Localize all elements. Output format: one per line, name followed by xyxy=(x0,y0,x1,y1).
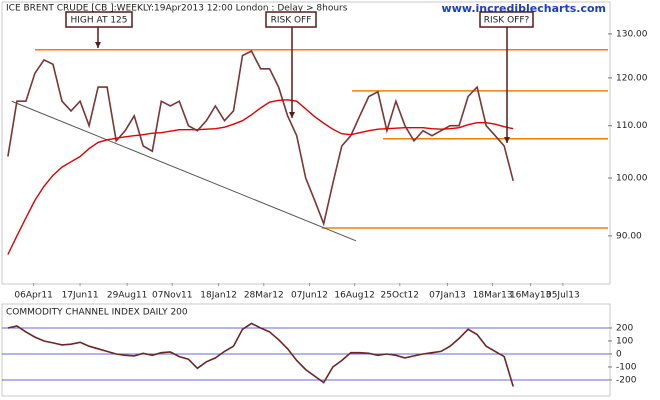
trend-line xyxy=(11,100,357,242)
y-tick-label: -200 xyxy=(616,375,637,385)
arrow-head xyxy=(504,137,510,143)
chart-title: ICE BRENT CRUDE [CB ]:WEEKLY:19Apr2013 1… xyxy=(6,4,348,14)
x-tick-label: 17Jun11 xyxy=(62,291,99,301)
x-tick-label: 07Nov11 xyxy=(152,291,192,301)
x-tick-label: 06Apr11 xyxy=(14,291,52,301)
y-tick-label: 100 xyxy=(616,336,633,346)
x-tick-label: 16May13 xyxy=(510,291,552,301)
annotation: HIGH AT 125 xyxy=(70,16,127,26)
y-tick-label: 100.00 xyxy=(616,174,648,184)
annotation-box xyxy=(479,11,534,28)
y-tick-label: 200 xyxy=(616,323,633,333)
x-tick-label: 25Oct12 xyxy=(381,291,419,301)
annotation: RISK OFF? xyxy=(484,16,530,26)
x-tick-label: 07Jun12 xyxy=(291,291,328,301)
x-tick-label: 29Aug11 xyxy=(107,291,147,301)
y-tick-label: 90.00 xyxy=(616,231,642,241)
cci-title: COMMODITY CHANNEL INDEX DAILY 200 xyxy=(6,308,188,318)
series-line xyxy=(7,50,514,227)
y-tick-label: -100 xyxy=(616,362,637,372)
annotation-box xyxy=(65,11,133,28)
x-tick-label: 05Jul13 xyxy=(546,291,580,301)
x-tick-label: 07Jan13 xyxy=(429,291,466,301)
annotation: RISK OFF xyxy=(271,16,312,26)
y-tick-label: 120.00 xyxy=(616,73,648,83)
y-tick-label: 130.00 xyxy=(616,29,648,39)
series-line xyxy=(7,99,514,255)
x-tick-label: 16Aug12 xyxy=(334,291,374,301)
arrow-head xyxy=(95,42,101,48)
cci-panel xyxy=(1,303,611,397)
annotation-box xyxy=(265,11,317,28)
price-panel xyxy=(1,1,611,285)
arrow-head xyxy=(289,112,295,118)
y-tick-label: 110.00 xyxy=(616,121,648,131)
series-line xyxy=(7,322,514,387)
x-tick-label: 18Jan12 xyxy=(200,291,237,301)
y-tick-label: 0 xyxy=(616,349,622,359)
x-tick-label: 28Mar12 xyxy=(244,291,284,301)
x-tick-label: 18Mar13 xyxy=(473,291,513,301)
